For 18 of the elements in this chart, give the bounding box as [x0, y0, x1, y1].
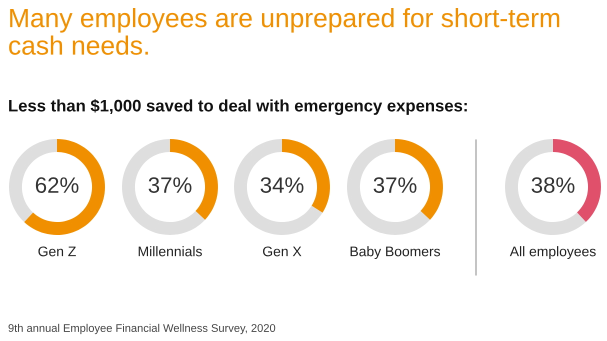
data-label: 62%	[36, 177, 78, 193]
donut-slice	[347, 139, 430, 235]
text: Less than $1,000 saved to deal with emergency expenses:	[9, 99, 467, 115]
data-label: 34%	[260, 177, 304, 193]
donut-slice	[505, 139, 586, 235]
text: Baby Boomers	[350, 246, 440, 260]
text: Millennials	[138, 246, 202, 256]
donut-slice	[234, 139, 323, 235]
data-label: 37%	[374, 177, 416, 193]
text: Gen X	[263, 246, 302, 256]
text: Gen Z	[38, 246, 76, 256]
data-label: 37%	[148, 177, 192, 193]
text: Many employees are unprepared for short-term cash needs.	[9, 8, 560, 55]
text: All employees	[510, 246, 596, 260]
text: 9th annual Employee Financial Wellness Survey, 2020	[8, 324, 276, 334]
donut-slice	[24, 139, 105, 235]
data-label: 38%	[532, 177, 574, 193]
donut-slice	[122, 139, 205, 235]
